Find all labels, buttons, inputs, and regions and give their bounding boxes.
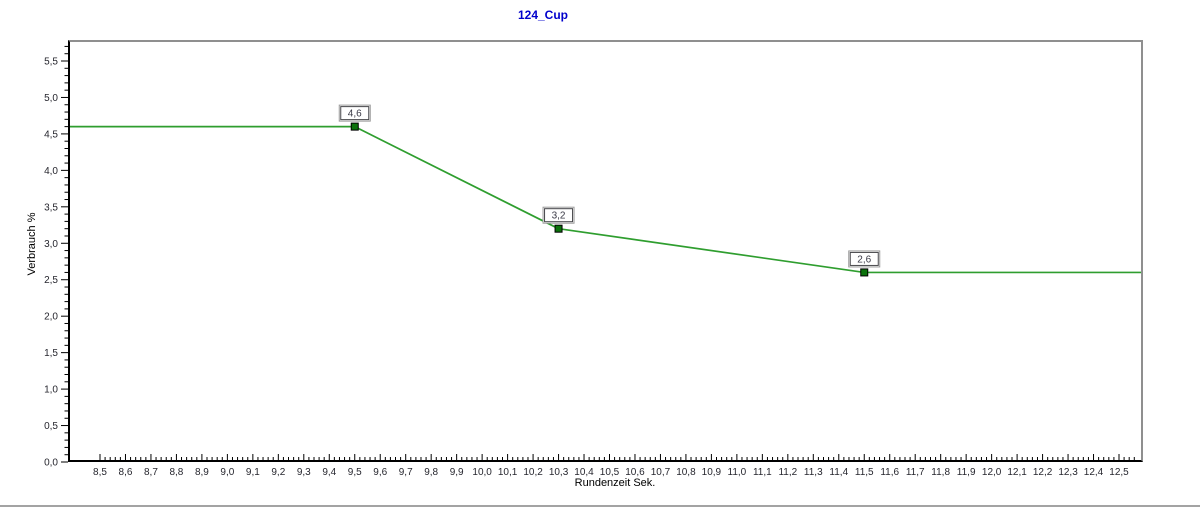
x-tick-label: 11,9 — [957, 467, 976, 478]
x-tick-label: 9,3 — [297, 467, 311, 478]
x-tick-label: 9,5 — [348, 467, 362, 478]
x-tick-label: 9,8 — [424, 467, 438, 478]
y-axis-major-ticks — [61, 60, 68, 463]
y-tick-label: 3,5 — [44, 202, 58, 213]
x-tick-label: 11,6 — [880, 467, 899, 478]
x-tick-label: 11,3 — [804, 467, 823, 478]
y-tick-label: 2,0 — [44, 312, 58, 323]
y-tick-label: 5,5 — [44, 57, 58, 68]
y-axis-tick-labels: 0,0 0,5 1,0 1,5 2,0 2,5 3,0 3,5 4,0 4,5 5,0 5,5 — [44, 57, 58, 469]
x-tick-label: 11,8 — [931, 467, 950, 478]
y-tick-label: 0,0 — [44, 458, 58, 469]
x-tick-label: 9,6 — [373, 467, 387, 478]
x-tick-label: 11,4 — [829, 467, 848, 478]
x-tick-label: 8,8 — [169, 467, 183, 478]
x-tick-label: 12,4 — [1084, 467, 1104, 478]
x-axis-title: Rundenzeit Sek. — [574, 477, 656, 489]
y-tick-label: 2,5 — [44, 275, 58, 286]
y-tick-label: 5,0 — [44, 93, 58, 104]
x-tick-label: 12,0 — [982, 467, 1002, 478]
y-tick-label: 4,5 — [44, 129, 58, 140]
x-tick-label: 11,7 — [906, 467, 925, 478]
x-tick-label: 8,6 — [119, 467, 133, 478]
chart-title: 124_Cup — [517, 8, 569, 22]
y-tick-label: 0,5 — [44, 421, 58, 432]
x-tick-label: 12,3 — [1058, 467, 1078, 478]
y-tick-label: 1,5 — [44, 348, 58, 359]
x-tick-label: 9,2 — [271, 467, 285, 478]
x-tick-label: 9,1 — [246, 467, 260, 478]
y-tick-label: 3,0 — [44, 239, 58, 250]
x-tick-label: 12,2 — [1033, 467, 1053, 478]
y-axis-title: Verbrauch % — [26, 212, 38, 276]
x-tick-label: 11,2 — [778, 467, 797, 478]
x-tick-label: 8,5 — [93, 467, 107, 478]
x-tick-label: 9,9 — [450, 467, 464, 478]
x-tick-label: 11,5 — [855, 467, 874, 478]
x-tick-label: 12,1 — [1007, 467, 1027, 478]
x-tick-label: 12,5 — [1109, 467, 1129, 478]
x-tick-label: 9,7 — [399, 467, 413, 478]
bottom-separator-line — [0, 505, 1200, 507]
x-tick-label: 9,0 — [220, 467, 234, 478]
x-tick-label: 8,9 — [195, 467, 209, 478]
x-tick-label: 9,4 — [322, 467, 336, 478]
y-tick-label: 1,0 — [44, 385, 58, 396]
plot-area — [68, 40, 1143, 462]
x-tick-label: 8,7 — [144, 467, 158, 478]
y-tick-label: 4,0 — [44, 166, 58, 177]
